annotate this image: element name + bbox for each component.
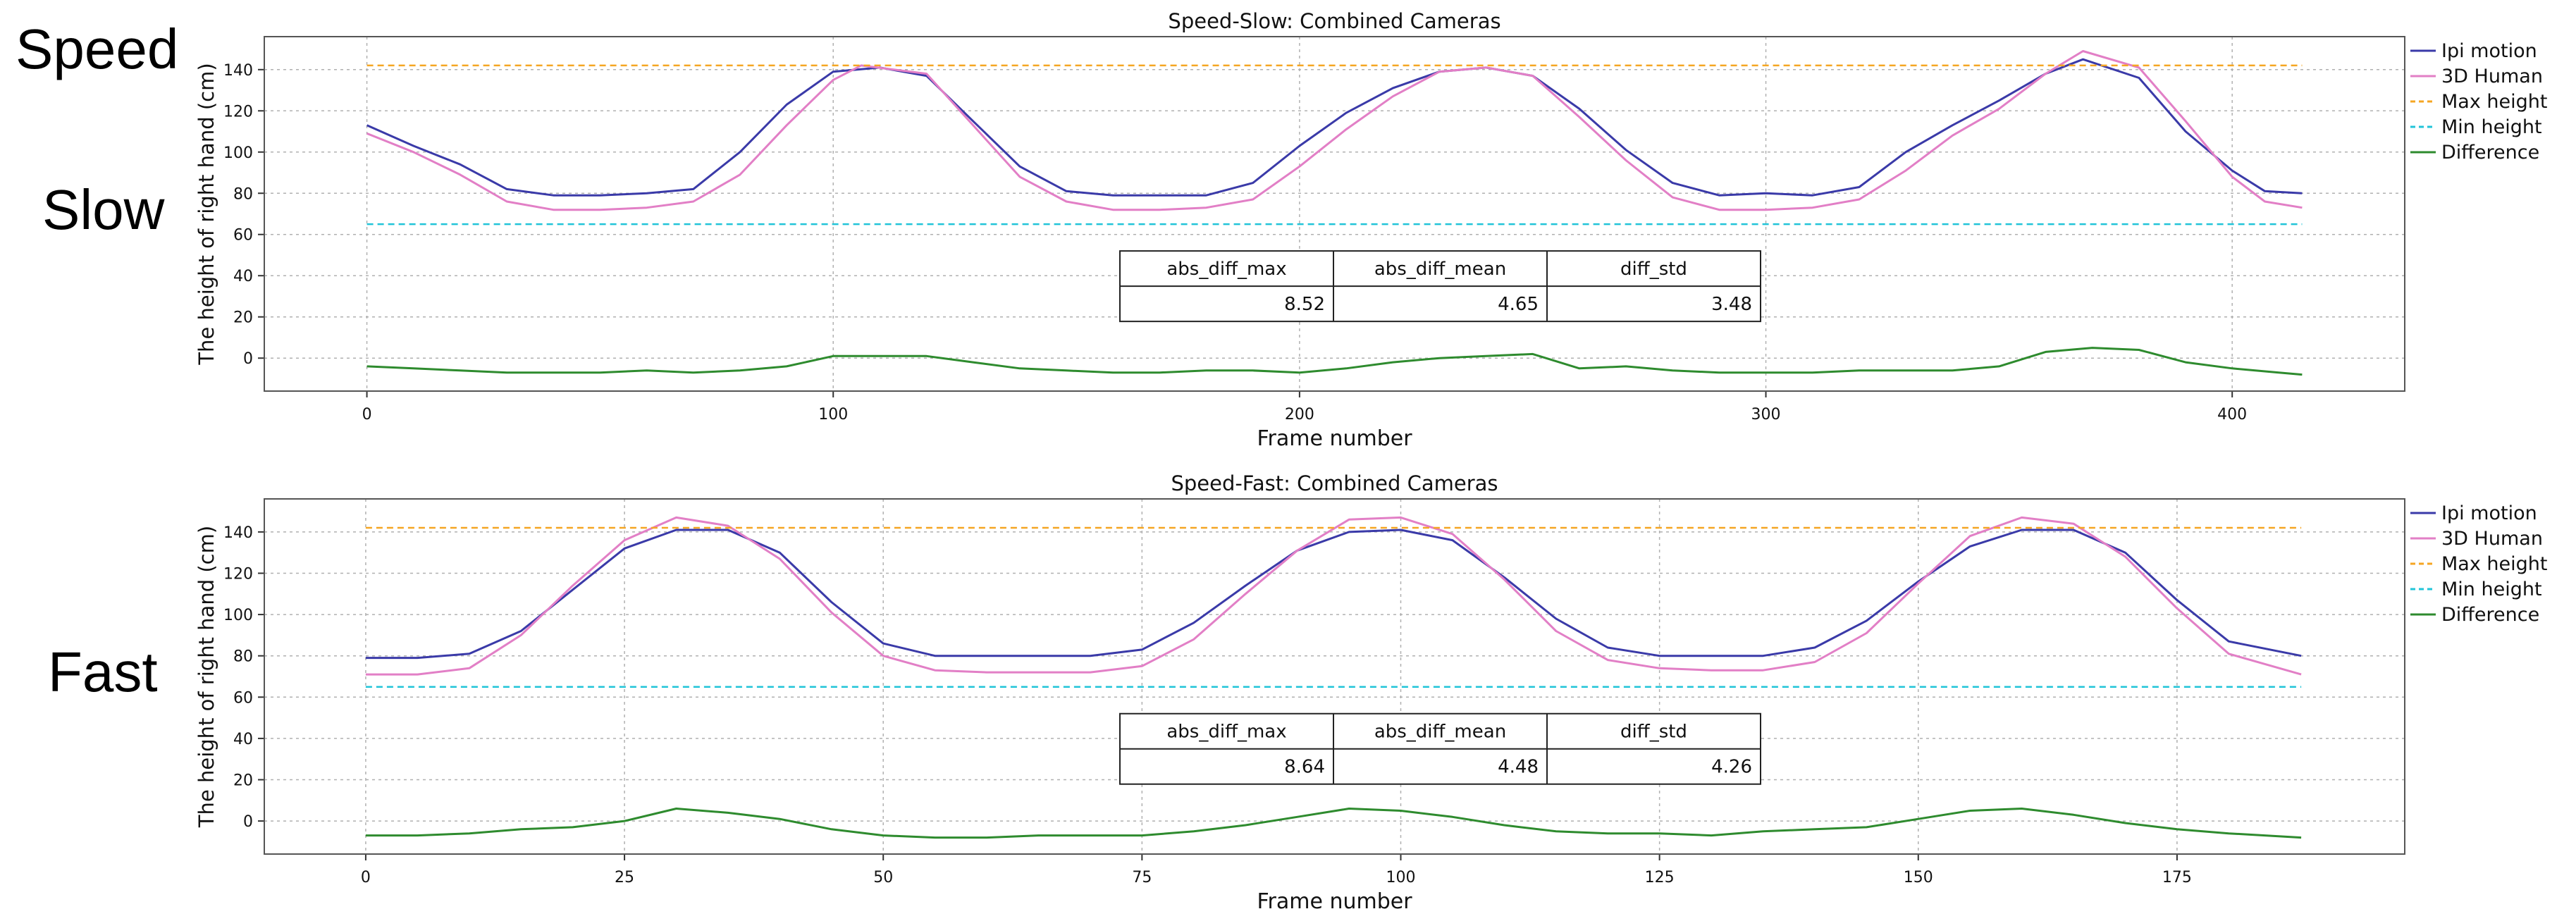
series-line-ipi-motion — [365, 529, 2302, 660]
grid — [264, 499, 2405, 854]
y-tick-label: 60 — [233, 227, 253, 245]
y-tick-label: 120 — [223, 565, 253, 583]
table-value-cell: 4.26 — [1711, 757, 1752, 778]
table-value-cell: 4.48 — [1498, 757, 1539, 778]
y-tick-label: 0 — [243, 350, 253, 368]
legend-label: 3D Human — [2441, 66, 2543, 87]
legend-label: Max height — [2441, 91, 2547, 113]
legend-label: Max height — [2441, 553, 2547, 575]
plot-frame — [264, 36, 2405, 392]
table-value-cell: 8.64 — [1284, 757, 1325, 778]
series-line-3d-human — [365, 516, 2302, 676]
chart-title: Speed-Fast: Combined Cameras — [1171, 471, 1498, 495]
x-tick-label: 100 — [818, 406, 848, 424]
series-line-difference — [365, 808, 2302, 839]
y-tick-label: 100 — [223, 607, 253, 624]
stats-table: abs_diff_max abs_diff_mean diff_std 8.64 4.4… — [1119, 712, 1761, 785]
y-tick-label: 80 — [233, 648, 253, 666]
x-tick-label: 50 — [873, 869, 893, 886]
table-header-cell: abs_diff_max — [1166, 259, 1286, 280]
series-line-3d-human — [366, 50, 2303, 211]
x-tick-label: 0 — [362, 406, 372, 424]
chart-title: Speed-Slow: Combined Cameras — [1168, 9, 1500, 33]
side-label-speed: Speed — [16, 18, 179, 80]
x-tick-label: 150 — [1904, 869, 1933, 886]
table-header-cell: diff_std — [1620, 259, 1687, 280]
plot-frame — [264, 498, 2405, 855]
table-header-cell: diff_std — [1620, 722, 1687, 743]
x-tick-label: 175 — [2162, 869, 2192, 886]
stats-table: abs_diff_max abs_diff_mean diff_std 8.52 4.6… — [1119, 250, 1761, 323]
y-tick-label: 80 — [233, 185, 253, 203]
series-line-difference — [366, 347, 2303, 376]
x-axis-label: Frame number — [1257, 426, 1412, 451]
x-tick-label: 0 — [361, 869, 371, 886]
legend-label: Difference — [2441, 604, 2539, 626]
legend-label: Ipi motion — [2441, 502, 2537, 524]
legend-label: Min height — [2441, 116, 2542, 138]
legend-label: Min height — [2441, 579, 2542, 600]
legend: Ipi motion 3D Human Max height Min height Di… — [2410, 40, 2547, 163]
table-header-cell: abs_diff_max — [1166, 722, 1286, 743]
x-tick-label: 400 — [2217, 406, 2247, 424]
table-header-cell: abs_diff_mean — [1374, 722, 1506, 743]
y-tick-label: 40 — [233, 731, 253, 748]
x-tick-label: 25 — [615, 869, 634, 886]
grid — [264, 37, 2405, 391]
side-label-slow: Slow — [42, 178, 165, 241]
chart-panel-2: Speed-Fast: Combined Cameras 0 25 50 75 100 12… — [195, 471, 2547, 914]
x-tick-label: 200 — [1285, 406, 1314, 424]
y-tick-label: 40 — [233, 268, 253, 285]
series-line-ipi-motion — [366, 58, 2303, 197]
legend-label: Ipi motion — [2441, 40, 2537, 62]
y-tick-label: 20 — [233, 309, 253, 327]
y-tick-label: 0 — [243, 813, 253, 831]
y-tick-label: 140 — [223, 524, 253, 542]
side-label-fast: Fast — [48, 641, 158, 703]
y-tick-label: 60 — [233, 689, 253, 707]
y-tick-label: 100 — [223, 144, 253, 162]
y-tick-label: 140 — [223, 62, 253, 80]
x-tick-label: 125 — [1645, 869, 1675, 886]
y-axis-label: The height of right hand (cm) — [195, 63, 218, 365]
table-value-cell: 4.65 — [1498, 294, 1539, 315]
y-axis-label: The height of right hand (cm) — [195, 526, 218, 828]
x-tick-label: 300 — [1751, 406, 1781, 424]
legend-label: 3D Human — [2441, 528, 2543, 550]
legend: Ipi motion 3D Human Max height Min height Di… — [2410, 502, 2547, 626]
legend-label: Difference — [2441, 142, 2539, 163]
table-header-cell: abs_diff_mean — [1374, 259, 1506, 280]
x-axis-label: Frame number — [1257, 889, 1412, 914]
x-tick-label: 100 — [1386, 869, 1415, 886]
table-value-cell: 3.48 — [1711, 294, 1752, 315]
table-value-cell: 8.52 — [1284, 294, 1325, 315]
y-tick-label: 20 — [233, 772, 253, 790]
y-tick-label: 120 — [223, 103, 253, 120]
x-tick-label: 75 — [1132, 869, 1152, 886]
